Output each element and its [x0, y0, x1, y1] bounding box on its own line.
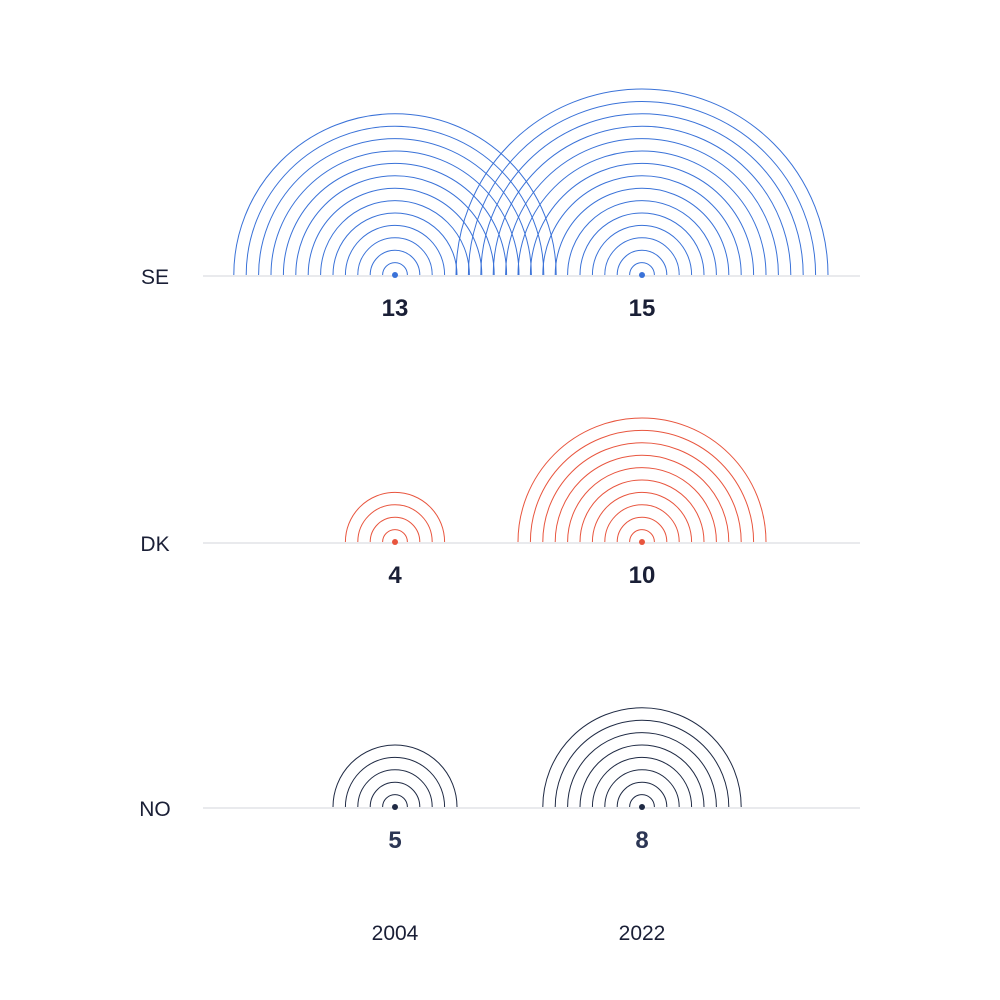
ring-arc: [554, 719, 730, 808]
ring-arc: [542, 442, 742, 543]
ring-arc: [517, 417, 767, 543]
year-label: 2022: [619, 922, 666, 945]
ring-arc: [604, 504, 680, 543]
semicircle-mark: 10: [517, 417, 767, 589]
ring-arc: [629, 262, 655, 276]
semicircle-mark: 15: [455, 88, 829, 322]
ring-arc: [295, 175, 495, 276]
row-no: NO 5 8: [139, 707, 860, 854]
value-label: 10: [629, 562, 656, 589]
value-label: 8: [635, 827, 648, 854]
chart-rows: SE 13 15 DK 4 10 NO 5 8: [139, 88, 860, 854]
center-dot: [392, 539, 398, 545]
ring-arc: [616, 516, 668, 543]
ring-arc: [604, 769, 680, 808]
ring-arc: [529, 162, 755, 276]
semicircle-mark: 4: [344, 491, 446, 589]
semicircle-mark: 13: [233, 113, 557, 322]
ring-arc: [529, 429, 755, 543]
ring-arc: [282, 162, 508, 276]
center-dot: [639, 272, 645, 278]
ring-arc: [480, 113, 804, 276]
ring-arc: [567, 732, 717, 808]
value-label: 13: [382, 295, 409, 322]
ring-arc: [616, 781, 668, 808]
ring-arc: [492, 125, 792, 276]
ring-arc: [320, 200, 470, 276]
semicircle-mark: 5: [332, 744, 458, 854]
ring-arc: [629, 529, 655, 543]
ring-arc: [382, 794, 408, 808]
ring-arc: [357, 769, 433, 808]
ring-arc: [467, 100, 817, 276]
semicircle-mark: 8: [542, 707, 742, 854]
ring-arc: [591, 491, 693, 543]
ring-arc: [357, 504, 433, 543]
row-se: SE 13 15: [141, 88, 860, 322]
ring-arc: [258, 138, 532, 276]
center-dot: [639, 539, 645, 545]
ring-arc: [270, 150, 520, 276]
row-label: DK: [140, 533, 169, 556]
ring-arc: [567, 467, 717, 543]
ring-arc: [357, 237, 433, 276]
ring-arc: [517, 150, 767, 276]
ring-arc: [455, 88, 829, 276]
ring-arc: [332, 744, 458, 808]
year-axis: 2004 2022: [372, 922, 666, 945]
center-dot: [392, 272, 398, 278]
year-label: 2004: [372, 922, 419, 945]
value-label: 5: [388, 827, 401, 854]
ring-arc: [579, 744, 705, 808]
row-label: NO: [139, 798, 171, 821]
ring-arc: [554, 454, 730, 543]
ring-arc: [344, 491, 446, 543]
ring-arc: [567, 200, 717, 276]
ring-arc: [591, 756, 693, 808]
ring-arc: [344, 756, 446, 808]
value-label: 15: [629, 295, 656, 322]
ring-arc: [554, 187, 730, 276]
ring-arc: [369, 781, 421, 808]
center-dot: [639, 804, 645, 810]
ring-arc: [369, 516, 421, 543]
ring-arc: [542, 175, 742, 276]
ring-arc: [332, 212, 458, 276]
row-label: SE: [141, 266, 169, 289]
ring-arc: [344, 224, 446, 276]
ring-arc: [382, 262, 408, 276]
ring-arc: [245, 125, 545, 276]
ring-arc: [579, 479, 705, 543]
ring-arc: [616, 249, 668, 276]
center-dot: [392, 804, 398, 810]
row-dk: DK 4 10: [140, 417, 860, 589]
ring-arc: [382, 529, 408, 543]
value-label: 4: [388, 562, 402, 589]
ring-arc: [604, 237, 680, 276]
ring-arc: [233, 113, 557, 276]
ring-arc: [629, 794, 655, 808]
ring-arc: [591, 224, 693, 276]
ring-arc: [542, 707, 742, 808]
ring-arc: [505, 138, 779, 276]
ring-arc: [369, 249, 421, 276]
ring-arc: [579, 212, 705, 276]
